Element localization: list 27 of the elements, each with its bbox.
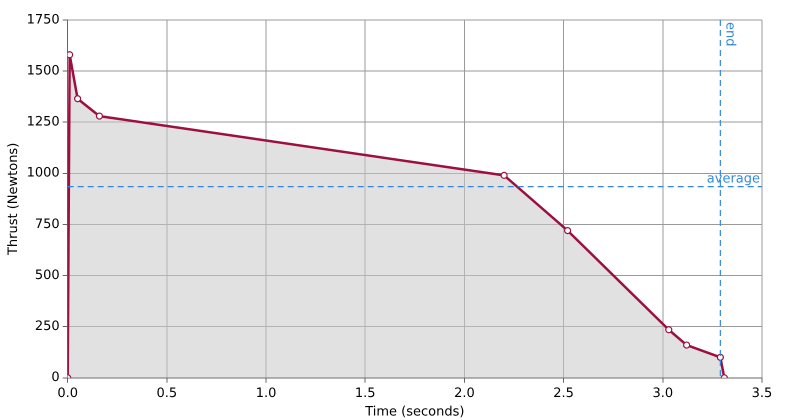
x-tick-label: 1.5: [354, 386, 376, 401]
point: [96, 112, 104, 120]
y-tick-label: 500: [34, 268, 60, 283]
x-tick-label: 2.5: [553, 386, 574, 401]
point: [683, 341, 690, 349]
y-tick-label: 1250: [26, 114, 60, 130]
y-tick-label: 1000: [26, 166, 60, 181]
point: [68, 51, 74, 58]
y-tick-label: 250: [34, 319, 60, 334]
y-tick-label: 0: [51, 370, 60, 386]
x-tick-label: 0.5: [156, 386, 178, 401]
ref-line-label: end: [722, 22, 738, 46]
point: [665, 326, 672, 334]
x-tick-label: 0.0: [57, 386, 78, 401]
x-tick-label: 1.0: [256, 386, 276, 401]
x-tick-label: 3.5: [752, 386, 772, 401]
ref-line-label: average: [706, 172, 760, 187]
point: [564, 226, 572, 234]
point: [500, 172, 508, 179]
x-tick-label: 3.0: [652, 386, 674, 401]
y-axis-title: Thrust (Newtons): [6, 142, 22, 256]
y-tick-label: 1500: [26, 63, 60, 78]
y-tick-label: 750: [34, 216, 60, 232]
y-tick-label: 1750: [26, 12, 60, 28]
x-axis-title: Time (seconds): [364, 404, 464, 420]
x-tick-label: 2.0: [454, 386, 475, 401]
point: [74, 95, 82, 102]
